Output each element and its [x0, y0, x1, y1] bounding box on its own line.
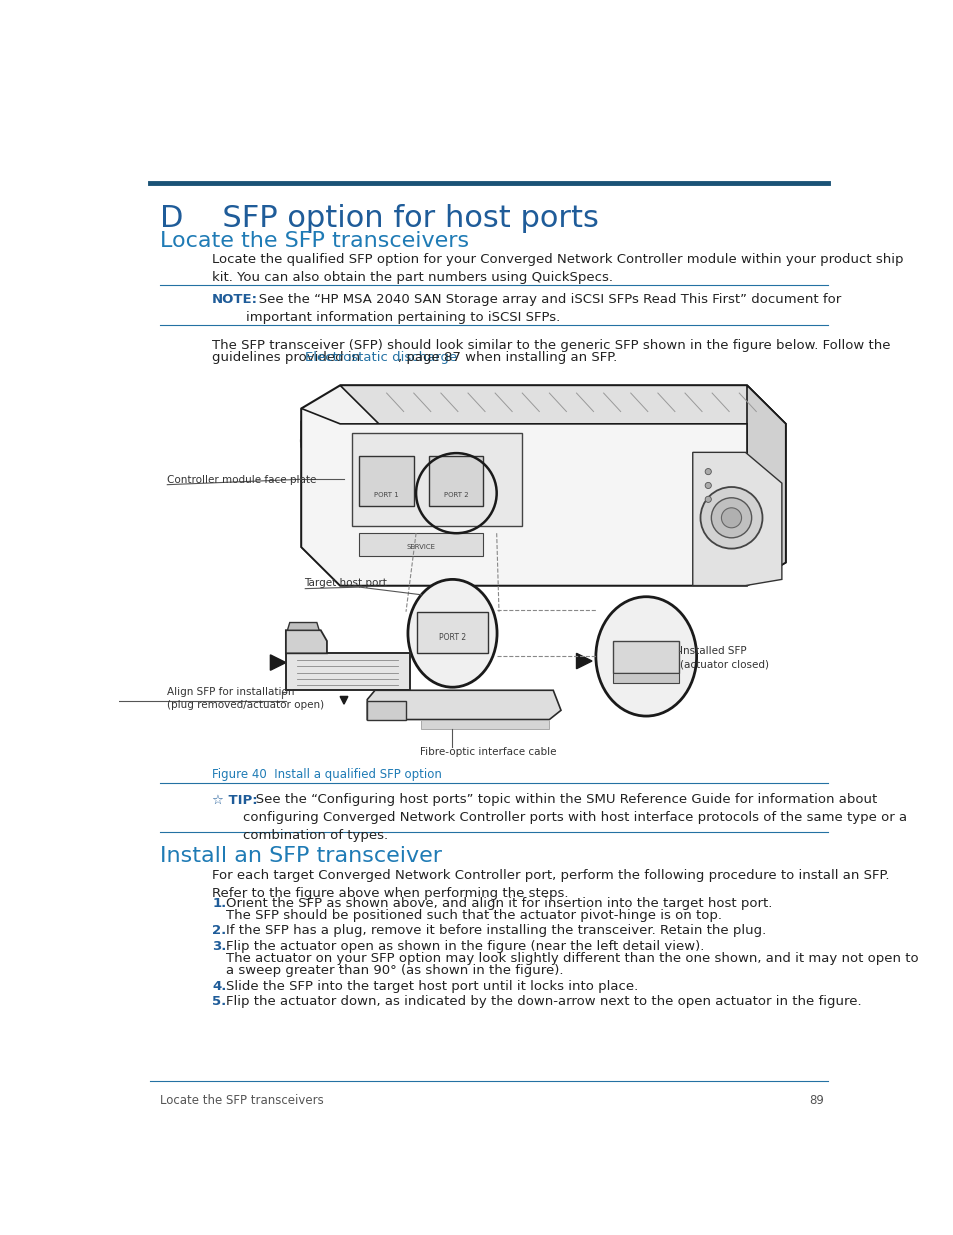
Polygon shape	[576, 653, 592, 668]
Circle shape	[704, 496, 711, 503]
Circle shape	[720, 508, 740, 527]
Text: 89: 89	[809, 1094, 823, 1107]
Text: 4.: 4.	[212, 979, 227, 993]
Text: PORT 2: PORT 2	[443, 492, 468, 498]
Text: Orient the SFP as shown above, and align it for insertion into the target host p: Orient the SFP as shown above, and align…	[226, 897, 772, 910]
Text: Fibre-optic interface cable: Fibre-optic interface cable	[419, 747, 556, 757]
Text: NOTE:: NOTE:	[212, 293, 258, 306]
Circle shape	[711, 498, 751, 537]
Text: D    SFP option for host ports: D SFP option for host ports	[159, 204, 598, 232]
FancyBboxPatch shape	[359, 534, 483, 556]
FancyBboxPatch shape	[416, 611, 488, 653]
Polygon shape	[367, 690, 560, 720]
Circle shape	[704, 468, 711, 474]
Text: a sweep greater than 90° (as shown in the figure).: a sweep greater than 90° (as shown in th…	[226, 965, 563, 977]
FancyBboxPatch shape	[429, 456, 483, 506]
Text: SERVICE: SERVICE	[407, 545, 436, 550]
Text: PORT 2: PORT 2	[438, 634, 466, 642]
Text: PORT 1: PORT 1	[374, 492, 398, 498]
Polygon shape	[340, 385, 785, 424]
Text: 5.: 5.	[212, 995, 226, 1008]
Polygon shape	[301, 409, 746, 585]
Text: 2.: 2.	[212, 924, 226, 937]
Text: 1.: 1.	[212, 897, 226, 910]
Circle shape	[300, 427, 328, 454]
Polygon shape	[746, 385, 785, 585]
Text: Installed SFP
(actuator closed): Installed SFP (actuator closed)	[679, 646, 768, 669]
Text: The actuator on your SFP option may look slightly different than the one shown, : The actuator on your SFP option may look…	[226, 952, 918, 965]
Text: The SFP transceiver (SFP) should look similar to the generic SFP shown in the fi: The SFP transceiver (SFP) should look si…	[212, 340, 890, 352]
FancyBboxPatch shape	[359, 456, 414, 506]
FancyBboxPatch shape	[352, 433, 521, 526]
Circle shape	[307, 433, 322, 448]
Ellipse shape	[596, 597, 696, 716]
Polygon shape	[286, 653, 410, 690]
Polygon shape	[612, 641, 679, 673]
Ellipse shape	[408, 579, 497, 687]
Polygon shape	[367, 701, 406, 720]
Text: If the SFP has a plug, remove it before installing the transceiver. Retain the p: If the SFP has a plug, remove it before …	[226, 924, 765, 937]
Polygon shape	[421, 720, 549, 729]
Text: Align SFP for installation
(plug removed/actuator open): Align SFP for installation (plug removed…	[167, 687, 324, 710]
Text: Figure 40  Install a qualified SFP option: Figure 40 Install a qualified SFP option	[212, 768, 441, 781]
Text: guidelines provided in: guidelines provided in	[212, 352, 364, 364]
Text: 3.: 3.	[212, 940, 227, 952]
Polygon shape	[692, 452, 781, 585]
Circle shape	[704, 483, 711, 489]
Text: ☆ TIP:: ☆ TIP:	[212, 793, 257, 806]
Text: Locate the qualified SFP option for your Converged Network Controller module wit: Locate the qualified SFP option for your…	[212, 253, 902, 284]
Text: , page 87 when installing an SFP.: , page 87 when installing an SFP.	[397, 352, 617, 364]
Polygon shape	[301, 385, 785, 585]
Text: Flip the actuator down, as indicated by the down-arrow next to the open actuator: Flip the actuator down, as indicated by …	[226, 995, 861, 1008]
Circle shape	[700, 487, 761, 548]
Text: See the “Configuring host ports” topic within the SMU Reference Guide for inform: See the “Configuring host ports” topic w…	[243, 793, 906, 842]
Text: Electrostatic discharge: Electrostatic discharge	[305, 352, 456, 364]
Polygon shape	[286, 630, 327, 653]
Text: Locate the SFP transceivers: Locate the SFP transceivers	[159, 1094, 323, 1107]
Text: See the “HP MSA 2040 SAN Storage array and iSCSI SFPs Read This First” document : See the “HP MSA 2040 SAN Storage array a…	[245, 293, 840, 324]
Text: For each target Converged Network Controller port, perform the following procedu: For each target Converged Network Contro…	[212, 869, 889, 900]
Text: Controller module face plate: Controller module face plate	[167, 475, 316, 485]
Text: Slide the SFP into the target host port until it locks into place.: Slide the SFP into the target host port …	[226, 979, 638, 993]
Text: Install an SFP transceiver: Install an SFP transceiver	[159, 846, 441, 866]
Polygon shape	[301, 421, 330, 468]
Text: Target host port: Target host port	[303, 578, 386, 588]
Polygon shape	[287, 622, 319, 630]
Text: The SFP should be positioned such that the actuator pivot-hinge is on top.: The SFP should be positioned such that t…	[226, 909, 721, 923]
Polygon shape	[270, 655, 286, 671]
Polygon shape	[340, 697, 348, 704]
Polygon shape	[612, 673, 679, 683]
Text: Locate the SFP transceivers: Locate the SFP transceivers	[159, 231, 468, 252]
Text: Flip the actuator open as shown in the figure (near the left detail view).: Flip the actuator open as shown in the f…	[226, 940, 704, 952]
